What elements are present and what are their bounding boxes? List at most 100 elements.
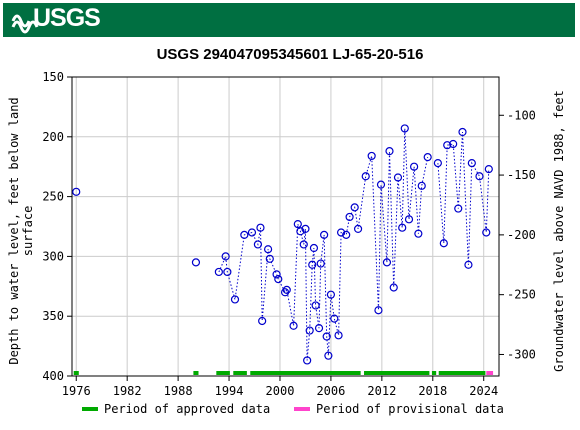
data-point	[342, 230, 351, 239]
y-right-tick-label: -250	[507, 288, 536, 302]
y-axis-right: -100 -150 -200 -250 -300	[499, 108, 536, 361]
data-point	[374, 306, 383, 315]
data-point	[417, 181, 426, 190]
legend-provisional-label: Period of provisional data	[316, 402, 504, 416]
data-point	[316, 259, 325, 268]
y-left-tick-label: 300	[42, 249, 64, 263]
approved-period-segment	[250, 371, 361, 375]
y-left-tick-label: 150	[42, 70, 64, 84]
data-point	[256, 223, 265, 232]
data-point	[389, 283, 398, 292]
usgs-logo-icon	[11, 14, 39, 34]
data-point	[326, 290, 336, 299]
data-points	[72, 124, 493, 365]
data-point	[376, 180, 386, 189]
data-point	[240, 230, 249, 239]
data-point	[303, 356, 312, 365]
data-point	[458, 127, 467, 137]
approval-period-bar	[73, 371, 494, 375]
data-point	[404, 215, 414, 224]
x-axis: 1976 1982 1988 1994 2000 2006 2012 2018 2024	[62, 376, 498, 398]
data-point	[467, 159, 476, 168]
data-point	[314, 324, 324, 333]
data-point	[433, 159, 442, 168]
approved-period-segment	[438, 371, 486, 375]
data-point	[337, 228, 346, 237]
data-point	[247, 228, 257, 237]
x-tick-label: 2018	[418, 384, 447, 398]
y-right-tick-label: -150	[507, 168, 536, 182]
data-point	[258, 316, 267, 326]
data-point	[361, 172, 370, 181]
data-point	[214, 267, 223, 277]
data-point	[350, 203, 359, 212]
data-point	[280, 288, 290, 297]
data-point	[393, 173, 403, 182]
y-left-tick-label: 400	[42, 369, 64, 383]
y-axis-left-label: Depth to water level, feet below land	[7, 97, 21, 364]
data-point	[274, 275, 283, 284]
data-point	[282, 285, 291, 294]
legend-approved-label: Period of approved data	[104, 402, 270, 416]
data-point	[382, 258, 392, 267]
data-point	[293, 220, 302, 229]
data-point	[308, 260, 317, 269]
data-point	[385, 147, 394, 156]
approved-period-segment	[364, 371, 430, 375]
data-point	[482, 228, 491, 237]
data-point	[191, 258, 201, 267]
y-left-tick-label: 200	[42, 130, 64, 144]
y-right-tick-label: -100	[507, 108, 536, 122]
grid-lines	[72, 76, 499, 377]
x-tick-label: 1988	[164, 384, 193, 398]
approved-period-segment	[73, 371, 79, 375]
data-point	[309, 243, 319, 253]
data-point	[230, 295, 240, 304]
y-left-tick-label: 250	[42, 190, 64, 204]
y-axis-left: 150 200 250 300 350 400	[42, 70, 72, 383]
data-point	[299, 240, 308, 249]
data-point	[265, 254, 274, 263]
data-point	[484, 164, 493, 174]
data-point	[272, 270, 281, 279]
approved-period-segment	[233, 371, 247, 375]
usgs-wordmark: USGS	[33, 4, 101, 32]
plot-area	[71, 76, 500, 377]
x-tick-label: 2024	[469, 384, 498, 398]
data-point	[253, 240, 263, 249]
data-point	[353, 224, 363, 233]
x-tick-label: 2000	[266, 384, 295, 398]
data-point	[414, 229, 423, 238]
y-left-tick-label: 350	[42, 309, 64, 323]
data-point	[345, 212, 354, 222]
data-point	[439, 239, 448, 248]
data-point	[305, 326, 314, 335]
data-point	[311, 301, 320, 310]
x-tick-label: 1976	[62, 384, 91, 398]
y-right-tick-label: -300	[507, 347, 536, 361]
data-point	[464, 260, 473, 269]
data-point	[367, 151, 376, 161]
data-point	[263, 245, 273, 254]
data-point	[410, 162, 419, 171]
data-point	[423, 153, 432, 162]
usgs-banner: USGS	[3, 3, 575, 37]
data-point	[301, 224, 310, 233]
data-point	[324, 351, 333, 360]
data-point	[223, 267, 232, 277]
data-point	[320, 230, 329, 239]
x-tick-label: 1982	[113, 384, 142, 398]
data-point	[221, 252, 230, 261]
x-tick-label: 2006	[316, 384, 345, 398]
chart-title: USGS 294047095345601 LJ-65-20-516	[157, 46, 424, 63]
data-point	[322, 332, 331, 341]
approved-period-segment	[431, 371, 437, 375]
approved-period-segment	[193, 371, 199, 375]
data-point	[443, 141, 452, 150]
approved-period-segment	[216, 371, 230, 375]
data-point	[334, 331, 343, 340]
data-point	[475, 172, 484, 181]
provisional-period-segment	[486, 371, 494, 375]
series-connector	[218, 128, 490, 361]
